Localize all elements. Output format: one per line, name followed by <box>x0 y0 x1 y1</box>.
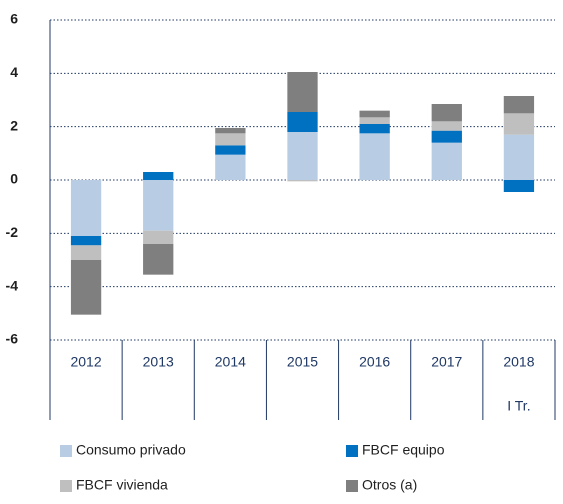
bar-segment <box>215 133 246 146</box>
legend-label: FBCF equipo <box>362 442 445 458</box>
bar-segment <box>359 133 390 180</box>
bar-segment <box>70 236 102 246</box>
x-tick-label: 2018 <box>503 354 534 370</box>
legend-swatch <box>60 480 72 492</box>
bar-segment <box>503 113 535 135</box>
y-tick-label: 0 <box>10 171 18 187</box>
bar-segment <box>287 132 318 180</box>
category-annotation: I Tr. <box>507 398 530 414</box>
y-tick-label: -4 <box>6 277 19 293</box>
bar-segment <box>143 172 174 180</box>
bar-segment <box>431 142 462 180</box>
bar-segment <box>359 110 390 118</box>
bar-segment <box>503 180 535 192</box>
x-tick-label: 2013 <box>143 354 174 370</box>
bar-segment <box>287 112 318 132</box>
legend-label: Consumo privado <box>76 442 186 458</box>
x-tick-label: 2016 <box>359 354 390 370</box>
y-tick-label: 6 <box>10 11 18 27</box>
bar-segment <box>143 180 174 231</box>
y-tick-label: -2 <box>6 224 19 240</box>
x-tick-label: 2012 <box>70 354 101 370</box>
bar-segment <box>70 245 102 260</box>
bar-segment <box>431 121 462 131</box>
bar-segment <box>143 230 174 244</box>
bar-segment <box>287 72 318 112</box>
bar-segment <box>287 180 318 182</box>
legend-label: Otros (a) <box>362 477 417 493</box>
y-tick-label: 2 <box>10 117 18 133</box>
bar-segment <box>503 96 535 114</box>
y-tick-label: -6 <box>6 331 19 347</box>
bar-segment <box>143 244 174 275</box>
bar-segment <box>70 260 102 315</box>
bar-segment <box>215 128 246 134</box>
bar-segment <box>503 134 535 180</box>
legend-swatch <box>346 445 358 457</box>
legend-label: FBCF vivienda <box>76 477 168 493</box>
bar-segment <box>431 130 462 143</box>
legend-swatch <box>60 445 72 457</box>
bar-segment <box>215 154 246 180</box>
bar-segment <box>70 180 102 236</box>
x-tick-label: 2015 <box>287 354 318 370</box>
bar-segment <box>215 145 246 155</box>
x-tick-label: 2014 <box>215 354 246 370</box>
bar-segment <box>431 104 462 122</box>
bar-segment <box>359 124 390 134</box>
x-tick-label: 2017 <box>431 354 462 370</box>
bar-segment <box>359 117 390 124</box>
legend-swatch <box>346 480 358 492</box>
y-tick-label: 4 <box>10 64 18 80</box>
